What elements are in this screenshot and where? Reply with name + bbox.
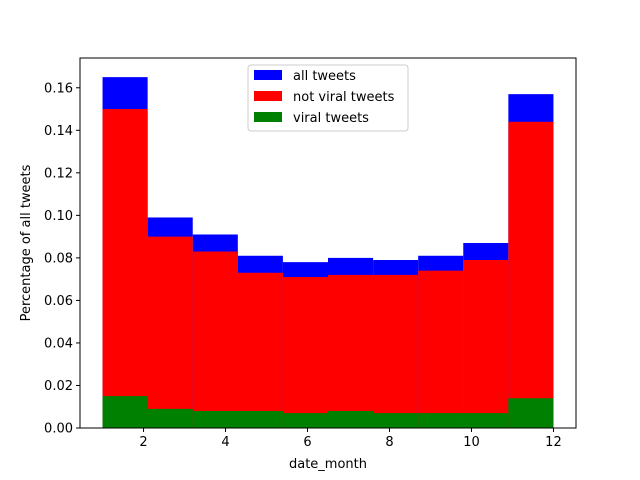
x-tick-label: 8 <box>385 435 393 450</box>
bar-series-2-bin-6 <box>373 413 419 428</box>
bar-series-1-bin-0 <box>102 109 148 428</box>
x-tick-label: 4 <box>221 435 229 450</box>
y-tick-label: 0.00 <box>44 422 73 437</box>
y-tick-label: 0.10 <box>44 209 73 224</box>
legend-label-2: viral tweets <box>293 111 369 126</box>
plot-frame <box>79 57 577 429</box>
y-tick-label: 0.02 <box>44 379 73 394</box>
bar-series-2-bin-1 <box>147 408 193 428</box>
bar-series-1-bin-8 <box>463 260 509 428</box>
bar-series-2-bin-0 <box>102 396 148 428</box>
bar-series-1-bin-3 <box>237 272 283 428</box>
y-tick-label: 0.16 <box>44 81 73 96</box>
legend: all tweets not viral tweets viral tweets <box>247 64 409 132</box>
bar-series-2-bin-3 <box>237 410 283 428</box>
x-axis: 2 4 6 8 10 12 <box>139 428 562 450</box>
y-tick-label: 0.12 <box>44 166 73 181</box>
legend-box <box>247 64 409 132</box>
bar-series-2-bin-4 <box>282 413 328 428</box>
legend-swatch-1 <box>254 91 282 101</box>
y-axis-title: Percentage of all tweets <box>19 164 34 321</box>
x-tick-label: 12 <box>545 435 562 450</box>
x-tick-label: 6 <box>303 435 311 450</box>
bar-series-1-bin-7 <box>418 270 464 428</box>
bar-series-2-bin-9 <box>508 398 554 428</box>
y-tick-label: 0.08 <box>44 251 73 266</box>
bar-series-2-bin-8 <box>463 413 509 428</box>
x-tick-label: 2 <box>139 435 147 450</box>
bar-series-1-bin-5 <box>328 274 374 428</box>
bar-series-1-bin-1 <box>147 236 193 428</box>
bar-series-1-bin-9 <box>508 121 554 428</box>
legend-label-1: not viral tweets <box>293 90 395 105</box>
x-tick-label: 10 <box>463 435 480 450</box>
x-axis-title: date_month <box>289 457 367 472</box>
legend-swatch-0 <box>254 70 282 80</box>
bar-series-1-bin-2 <box>192 251 238 428</box>
y-axis: 0.00 0.02 0.04 0.06 0.08 0.10 0.12 0.14 0.16 <box>44 81 80 437</box>
bar-series-2-bin-2 <box>192 410 238 428</box>
bar-series-2-bin-5 <box>328 410 374 428</box>
bar-series-1-bin-6 <box>373 274 419 428</box>
bars-layer <box>102 77 554 429</box>
y-tick-label: 0.04 <box>44 336 73 351</box>
legend-label-0: all tweets <box>293 69 356 84</box>
bar-series-2-bin-7 <box>418 413 464 428</box>
legend-swatch-2 <box>254 112 282 122</box>
y-tick-label: 0.06 <box>44 294 73 309</box>
y-tick-label: 0.14 <box>44 124 73 139</box>
bar-series-1-bin-4 <box>282 277 328 428</box>
